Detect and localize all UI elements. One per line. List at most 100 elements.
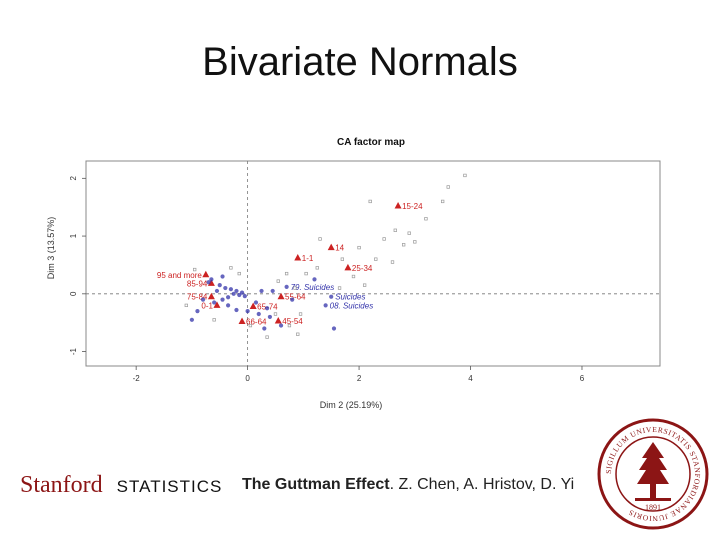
point-label: 55-64	[285, 293, 306, 302]
point-marker	[267, 314, 273, 320]
point-marker	[242, 294, 247, 299]
point-marker	[226, 303, 231, 308]
y-tick-label: 2	[69, 176, 78, 181]
point-marker	[245, 309, 250, 314]
point-label: 85-94	[187, 279, 208, 288]
footer-branding: Stanford STATISTICS	[20, 472, 222, 502]
y-tick-label: 1	[69, 233, 78, 238]
point-marker	[213, 301, 221, 308]
point-marker	[202, 270, 210, 278]
point-marker	[441, 199, 445, 204]
point-marker	[284, 271, 289, 276]
point-marker	[290, 297, 295, 302]
point-marker	[393, 228, 397, 232]
point-label: 0-1	[201, 301, 213, 310]
y-tick-label: -1	[69, 347, 78, 355]
series-minor	[184, 173, 467, 339]
point-marker	[424, 217, 428, 221]
point-marker	[374, 257, 378, 261]
x-tick-label: 0	[245, 374, 250, 383]
point-label: 1-1	[302, 254, 314, 263]
point-label: Suicides	[335, 293, 365, 302]
department-label: STATISTICS	[116, 477, 223, 496]
x-tick-label: 6	[580, 374, 585, 383]
point-marker	[209, 277, 214, 282]
point-marker	[259, 288, 264, 294]
x-tick-label: 4	[468, 374, 473, 383]
point-marker	[207, 292, 215, 300]
citation: The Guttman Effect. Z. Chen, A. Hristov,…	[242, 476, 574, 494]
slide-title: Bivariate Normals	[202, 40, 518, 84]
point-marker	[229, 266, 233, 270]
point-marker	[368, 199, 372, 204]
point-marker	[296, 332, 300, 336]
point-label: 66-64	[246, 318, 267, 327]
plot-frame	[85, 160, 661, 367]
point-label: 15-24	[402, 202, 423, 211]
point-marker	[284, 284, 289, 289]
point-marker	[463, 173, 467, 178]
point-marker	[234, 307, 239, 313]
point-marker	[407, 231, 411, 235]
point-marker	[193, 267, 197, 272]
point-marker	[248, 323, 253, 328]
point-marker	[270, 288, 275, 294]
point-marker	[304, 271, 308, 276]
point-label: 14	[335, 244, 344, 253]
point-marker	[294, 254, 302, 261]
point-marker	[293, 286, 297, 290]
point-marker	[337, 286, 342, 290]
point-marker	[357, 245, 361, 250]
y-axis-label: Dim 3 (13.57%)	[46, 217, 56, 280]
chart-title: CA factor map	[337, 137, 405, 148]
point-marker	[212, 318, 216, 322]
citation-authors: . Z. Chen, A. Hristov, D. Yi	[389, 476, 575, 493]
y-tick-label: 0	[69, 291, 78, 296]
x-tick-label: 2	[357, 374, 362, 383]
point-marker	[329, 294, 334, 299]
point-marker	[206, 280, 211, 285]
x-axis-label: Dim 2 (25.19%)	[320, 400, 383, 410]
x-axis: -2 0 2 4 6	[133, 366, 585, 383]
point-marker	[390, 260, 395, 264]
point-marker	[237, 292, 242, 298]
point-marker	[239, 290, 245, 295]
point-marker	[394, 202, 402, 209]
point-label: 25-34	[352, 264, 373, 273]
stanford-wordmark: Stanford	[20, 472, 103, 498]
point-marker	[220, 297, 225, 302]
point-marker	[276, 279, 280, 283]
point-marker	[402, 243, 406, 247]
point-marker	[207, 279, 215, 286]
ca-factor-map: CA factor map -2 0 2 4 6 -1 0 1 2 Dim 2 (25.19%…	[46, 137, 661, 410]
point-marker	[226, 295, 231, 300]
point-marker	[223, 285, 228, 291]
point-marker	[446, 185, 450, 189]
point-label: 95 and more	[157, 271, 202, 280]
point-marker	[327, 243, 335, 251]
point-marker	[234, 288, 239, 294]
point-marker	[262, 326, 267, 331]
point-label: 45-54	[282, 317, 303, 326]
point-marker	[253, 300, 259, 305]
point-marker	[315, 266, 319, 270]
point-marker	[277, 292, 285, 300]
point-marker	[200, 297, 206, 302]
reference-lines	[86, 161, 660, 366]
point-marker	[382, 237, 386, 241]
point-marker	[351, 274, 356, 279]
point-marker	[362, 283, 367, 287]
point-marker	[265, 335, 269, 339]
point-marker	[195, 309, 200, 314]
point-marker	[212, 300, 217, 305]
citation-title: The Guttman Effect	[242, 476, 390, 493]
point-marker	[312, 277, 317, 282]
point-marker	[220, 274, 225, 279]
point-marker	[323, 303, 328, 308]
point-marker	[413, 240, 417, 244]
point-label: 75-84	[187, 293, 208, 302]
seal-year: 1891	[645, 503, 661, 512]
point-marker	[287, 323, 292, 328]
